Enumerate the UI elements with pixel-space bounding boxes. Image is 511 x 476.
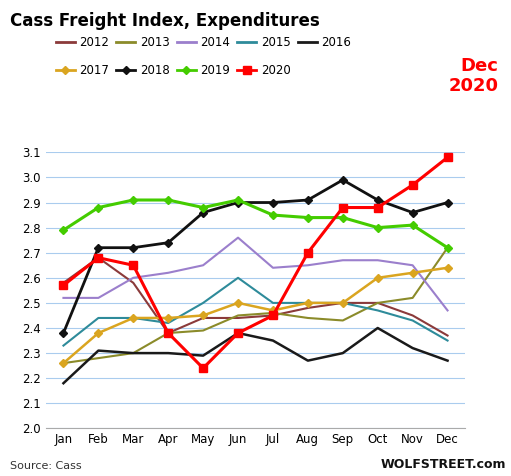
Text: Cass Freight Index, Expenditures: Cass Freight Index, Expenditures xyxy=(10,12,320,30)
Legend: 2012, 2013, 2014, 2015, 2016: 2012, 2013, 2014, 2015, 2016 xyxy=(51,31,356,53)
Text: Dec
2020: Dec 2020 xyxy=(448,57,498,95)
Text: WOLFSTREET.com: WOLFSTREET.com xyxy=(380,458,506,471)
Legend: 2017, 2018, 2019, 2020: 2017, 2018, 2019, 2020 xyxy=(51,60,295,82)
Text: Source: Cass: Source: Cass xyxy=(10,461,82,471)
